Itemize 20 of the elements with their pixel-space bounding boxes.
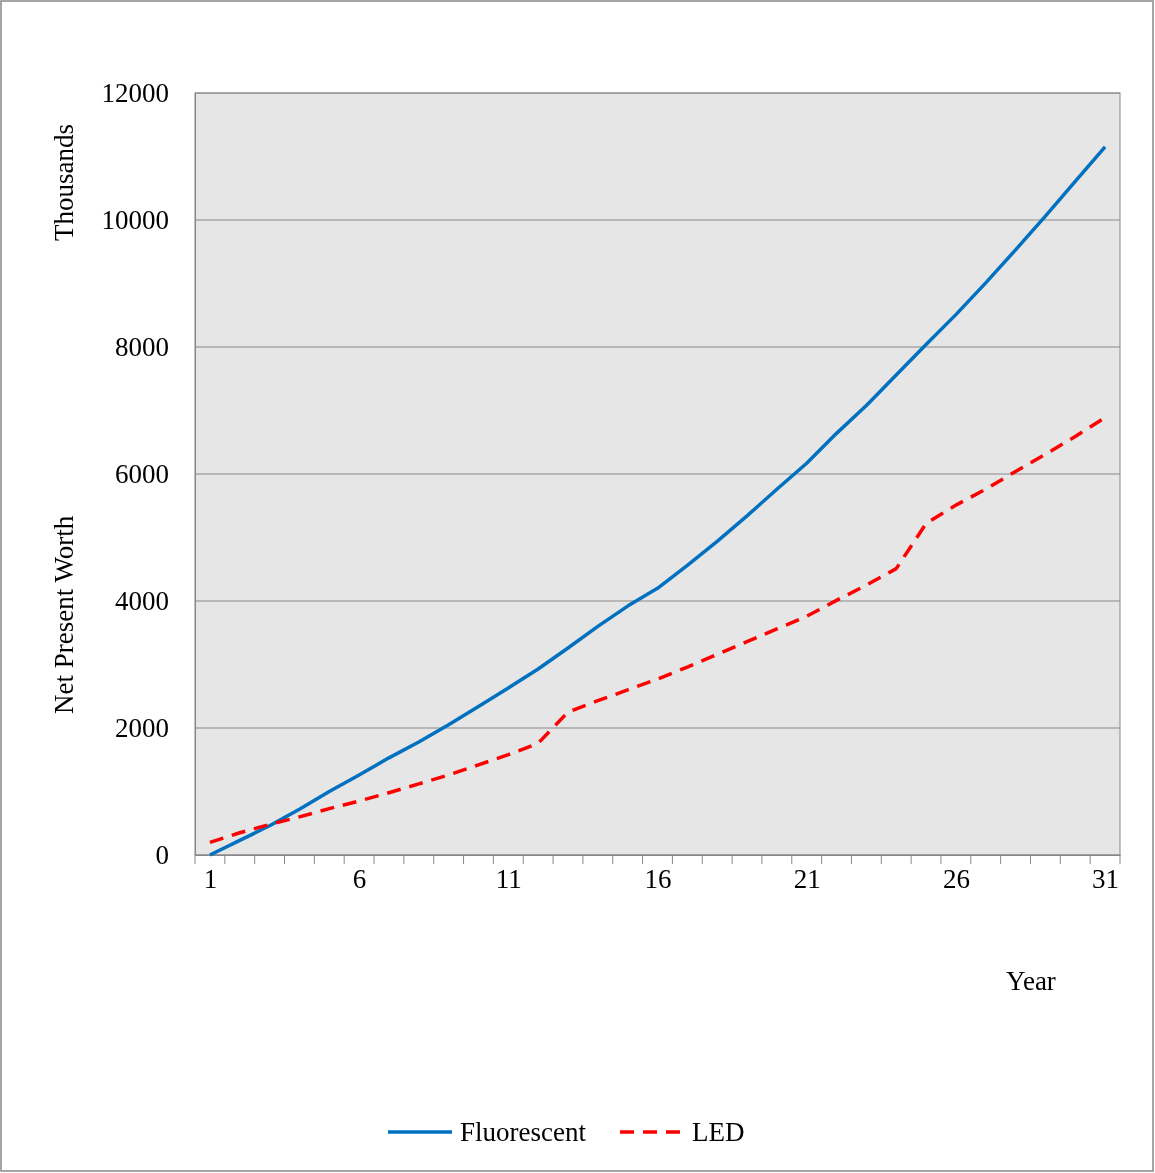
y-axis-title: Net Present Worth bbox=[49, 515, 79, 714]
line-series bbox=[208, 145, 1107, 857]
x-axis-title: Year bbox=[1006, 966, 1056, 996]
y-tick-label: 0 bbox=[155, 840, 169, 871]
y-tick-label: 6000 bbox=[115, 459, 169, 490]
y-tick-label: 10000 bbox=[101, 205, 169, 236]
legend-label: LED bbox=[691, 1117, 745, 1147]
x-tick-label: 16 bbox=[644, 864, 672, 895]
x-tick-label: 31 bbox=[1092, 864, 1120, 895]
y-tick-label: 2000 bbox=[115, 713, 169, 744]
y-tick-label: 12000 bbox=[101, 78, 169, 109]
y-tick-label: 8000 bbox=[115, 332, 169, 363]
x-tick-label: 21 bbox=[793, 864, 821, 895]
x-tick-label: 1 bbox=[203, 864, 218, 895]
x-tick-label: 26 bbox=[942, 864, 970, 895]
legend-label: Fluorescent bbox=[460, 1117, 587, 1147]
text: Thousands bbox=[49, 124, 79, 241]
y-tick-label: 4000 bbox=[115, 586, 169, 617]
x-tick-label: 6 bbox=[352, 864, 367, 895]
x-tick-label: 11 bbox=[495, 864, 522, 895]
